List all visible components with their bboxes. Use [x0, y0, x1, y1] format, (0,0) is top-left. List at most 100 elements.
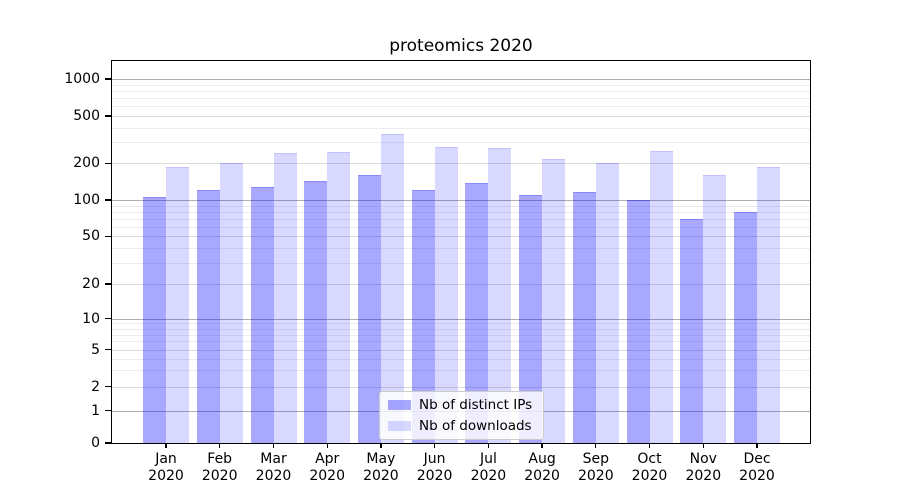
- bar-distinct-ips-dec: [734, 211, 757, 443]
- y-tick-20: [105, 283, 111, 285]
- plot-area: Nb of distinct IPs Nb of downloads: [112, 61, 810, 443]
- gridline-400: [112, 127, 810, 129]
- gridline-500: [112, 116, 810, 117]
- month-label: Aug: [528, 451, 556, 467]
- gridline-8: [112, 328, 810, 330]
- gridline-40: [112, 247, 810, 249]
- gridline-700: [112, 98, 810, 99]
- gridline-60: [112, 226, 810, 228]
- legend-row-downloads: Nb of downloads: [388, 418, 535, 434]
- y-tick-0: [105, 442, 111, 444]
- bar-downloads-feb: [219, 162, 243, 443]
- legend-row-distinct-ips: Nb of distinct IPs: [388, 397, 535, 413]
- x-tick-oct: [648, 443, 651, 448]
- y-tick-label-500: 500: [73, 108, 100, 124]
- legend-swatch-downloads: [388, 421, 411, 431]
- y-tick-500: [105, 115, 111, 117]
- bar-downloads-jun: [434, 147, 458, 443]
- x-tick-label-feb: Feb 2020: [190, 451, 250, 484]
- x-tick-label-dec: Dec 2020: [727, 451, 787, 484]
- y-tick-label-5: 5: [91, 341, 100, 358]
- x-tick-sep: [595, 443, 597, 448]
- year-label: 2020: [470, 467, 507, 484]
- year-label: 2020: [577, 467, 614, 484]
- bar-distinct-ips-sep: [572, 191, 596, 443]
- x-tick-nov: [702, 443, 704, 448]
- gridline-20: [112, 284, 810, 285]
- gridline-300: [112, 142, 810, 144]
- month-label: Oct: [637, 451, 662, 467]
- x-tick-mar: [272, 443, 275, 448]
- gridline-80: [112, 211, 810, 213]
- gridline-10: [112, 318, 810, 320]
- gridline-600: [112, 106, 810, 108]
- x-tick-jun: [433, 443, 436, 448]
- month-label: May: [366, 451, 396, 467]
- gridline-6: [112, 341, 810, 343]
- gridline-1000: [112, 79, 810, 80]
- bar-downloads-apr: [327, 152, 351, 443]
- bar-distinct-ips-apr: [304, 180, 328, 443]
- gridline-200: [112, 163, 810, 165]
- bar-distinct-ips-jun: [411, 189, 435, 443]
- x-tick-label-jun: Jun 2020: [405, 451, 465, 484]
- y-tick-label-1: 1: [91, 402, 100, 419]
- x-tick-jul: [487, 443, 490, 448]
- gridline-100: [112, 200, 810, 201]
- gridline-5: [112, 349, 810, 351]
- year-label: 2020: [631, 467, 668, 484]
- bar-distinct-ips-may: [357, 175, 381, 443]
- x-tick-label-aug: Aug 2020: [512, 451, 572, 484]
- year-label: 2020: [309, 467, 345, 484]
- gridline-7: [112, 334, 810, 336]
- y-tick-200: [105, 162, 111, 164]
- x-tick-label-may: May 2020: [351, 451, 411, 484]
- x-tick-label-apr: Apr 2020: [297, 451, 357, 484]
- x-tick-label-mar: Mar 2020: [244, 451, 304, 484]
- year-label: 2020: [148, 467, 184, 484]
- bar-downloads-dec: [757, 167, 780, 443]
- x-tick-dec: [756, 443, 758, 448]
- y-tick-label-2: 2: [91, 378, 100, 395]
- gridline-30: [112, 262, 810, 264]
- y-tick-label-10: 10: [82, 310, 100, 327]
- month-label: Mar: [260, 451, 287, 467]
- month-label: Nov: [689, 451, 717, 467]
- year-label: 2020: [416, 467, 453, 484]
- y-tick-label-100: 100: [73, 192, 100, 208]
- year-label: 2020: [524, 467, 560, 484]
- bar-downloads-jul: [488, 147, 512, 443]
- y-tick-label-1000: 1000: [64, 71, 100, 87]
- y-tick-1: [105, 409, 111, 412]
- bar-downloads-jan: [166, 167, 189, 443]
- bar-distinct-ips-mar: [250, 187, 274, 443]
- x-tick-apr: [326, 443, 328, 448]
- bar-distinct-ips-feb: [196, 190, 220, 443]
- bar-distinct-ips-jul: [465, 183, 489, 443]
- year-label: 2020: [255, 467, 292, 484]
- x-tick-label-jan: Jan 2020: [136, 451, 196, 484]
- gridline-900: [112, 84, 810, 86]
- legend-label-distinct-ips: Nb of distinct IPs: [419, 397, 533, 413]
- y-tick-label-50: 50: [82, 228, 100, 245]
- y-tick-50: [105, 235, 111, 237]
- bar-distinct-ips-jan: [143, 196, 166, 443]
- y-tick-label-200: 200: [73, 155, 100, 172]
- month-label: Feb: [207, 451, 233, 467]
- year-label: 2020: [201, 467, 238, 484]
- month-label: Dec: [743, 451, 771, 467]
- gridline-3: [112, 370, 810, 372]
- bar-distinct-ips-oct: [626, 199, 650, 443]
- bar-distinct-ips-nov: [680, 218, 704, 443]
- legend: Nb of distinct IPs Nb of downloads: [379, 391, 544, 440]
- bar-downloads-may: [380, 134, 404, 443]
- gridline-50: [112, 236, 810, 238]
- month-label: Jun: [423, 451, 446, 467]
- bar-downloads-nov: [703, 174, 727, 443]
- gridline-4: [112, 358, 810, 360]
- chart-title: proteomics 2020: [389, 36, 533, 56]
- year-label: 2020: [739, 467, 775, 484]
- x-tick-label-oct: Oct 2020: [620, 451, 680, 484]
- y-tick-label-0: 0: [91, 435, 100, 451]
